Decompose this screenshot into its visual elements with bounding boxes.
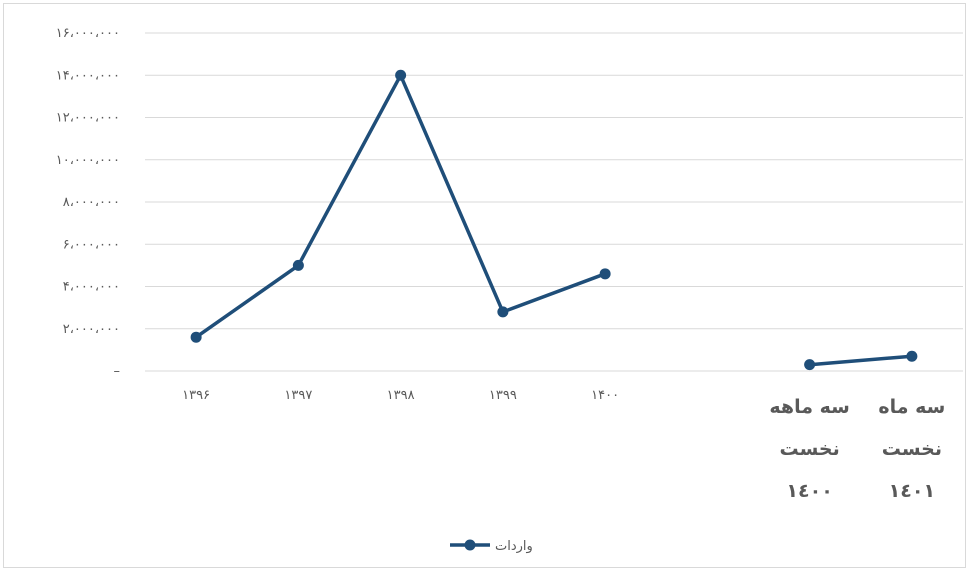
x-tick-label: ۱۳۹۸ [387,388,415,403]
x-tick-label: سه ماه [878,396,945,418]
y-tick-label: ۱۶،۰۰۰،۰۰۰ [56,26,120,41]
y-tick-label: ۸،۰۰۰،۰۰۰ [63,195,120,210]
legend-label: واردات [495,539,533,554]
x-tick-label: نخست [779,438,839,460]
y-axis: ۱۶،۰۰۰،۰۰۰ ۱۴،۰۰۰،۰۰۰ ۱۲،۰۰۰،۰۰۰ ۱۰،۰۰۰،۰۰۰… [56,26,120,379]
data-point [497,306,509,318]
x-tick-label: ۱٤۰۰ [786,480,832,502]
data-point [599,268,611,280]
y-tick-label: – [114,364,121,379]
x-tick-label: ۱٤۰۱ [889,480,935,502]
data-point [190,331,202,343]
y-tick-label: ۴،۰۰۰،۰۰۰ [63,280,120,295]
x-tick-label: ۱۳۹۷ [284,388,312,403]
y-tick-label: ۲،۰۰۰،۰۰۰ [63,322,120,337]
x-tick-label: ۱۳۹۶ [182,388,210,403]
chart-frame [3,3,966,568]
y-tick-label: ۱۴،۰۰۰،۰۰۰ [56,68,120,83]
legend: واردات [450,539,533,554]
x-tick-label: ۱۳۹۹ [489,388,517,403]
gridlines [145,32,963,372]
y-tick-label: ۱۲،۰۰۰،۰۰۰ [56,111,120,126]
x-axis: ۱۳۹۶ ۱۳۹۷ ۱۳۹۸ ۱۳۹۹ ۱۴۰۰ سه ماهه نخست ۱٤۰۰ سه ما… [182,388,945,502]
series-lines [194,73,914,367]
series-line [807,354,914,367]
series-line [194,73,607,339]
data-point [395,69,407,81]
x-tick-label: سه ماهه [769,396,849,418]
x-tick-label: نخست [882,438,942,460]
data-point [906,350,918,362]
data-point [804,359,816,371]
x-tick-label: ۱۴۰۰ [591,388,619,403]
series-points [190,69,918,371]
y-tick-label: ۱۰،۰۰۰،۰۰۰ [56,153,120,168]
legend-marker [464,539,476,551]
data-point [292,259,304,271]
y-tick-label: ۶،۰۰۰،۰۰۰ [63,237,120,252]
